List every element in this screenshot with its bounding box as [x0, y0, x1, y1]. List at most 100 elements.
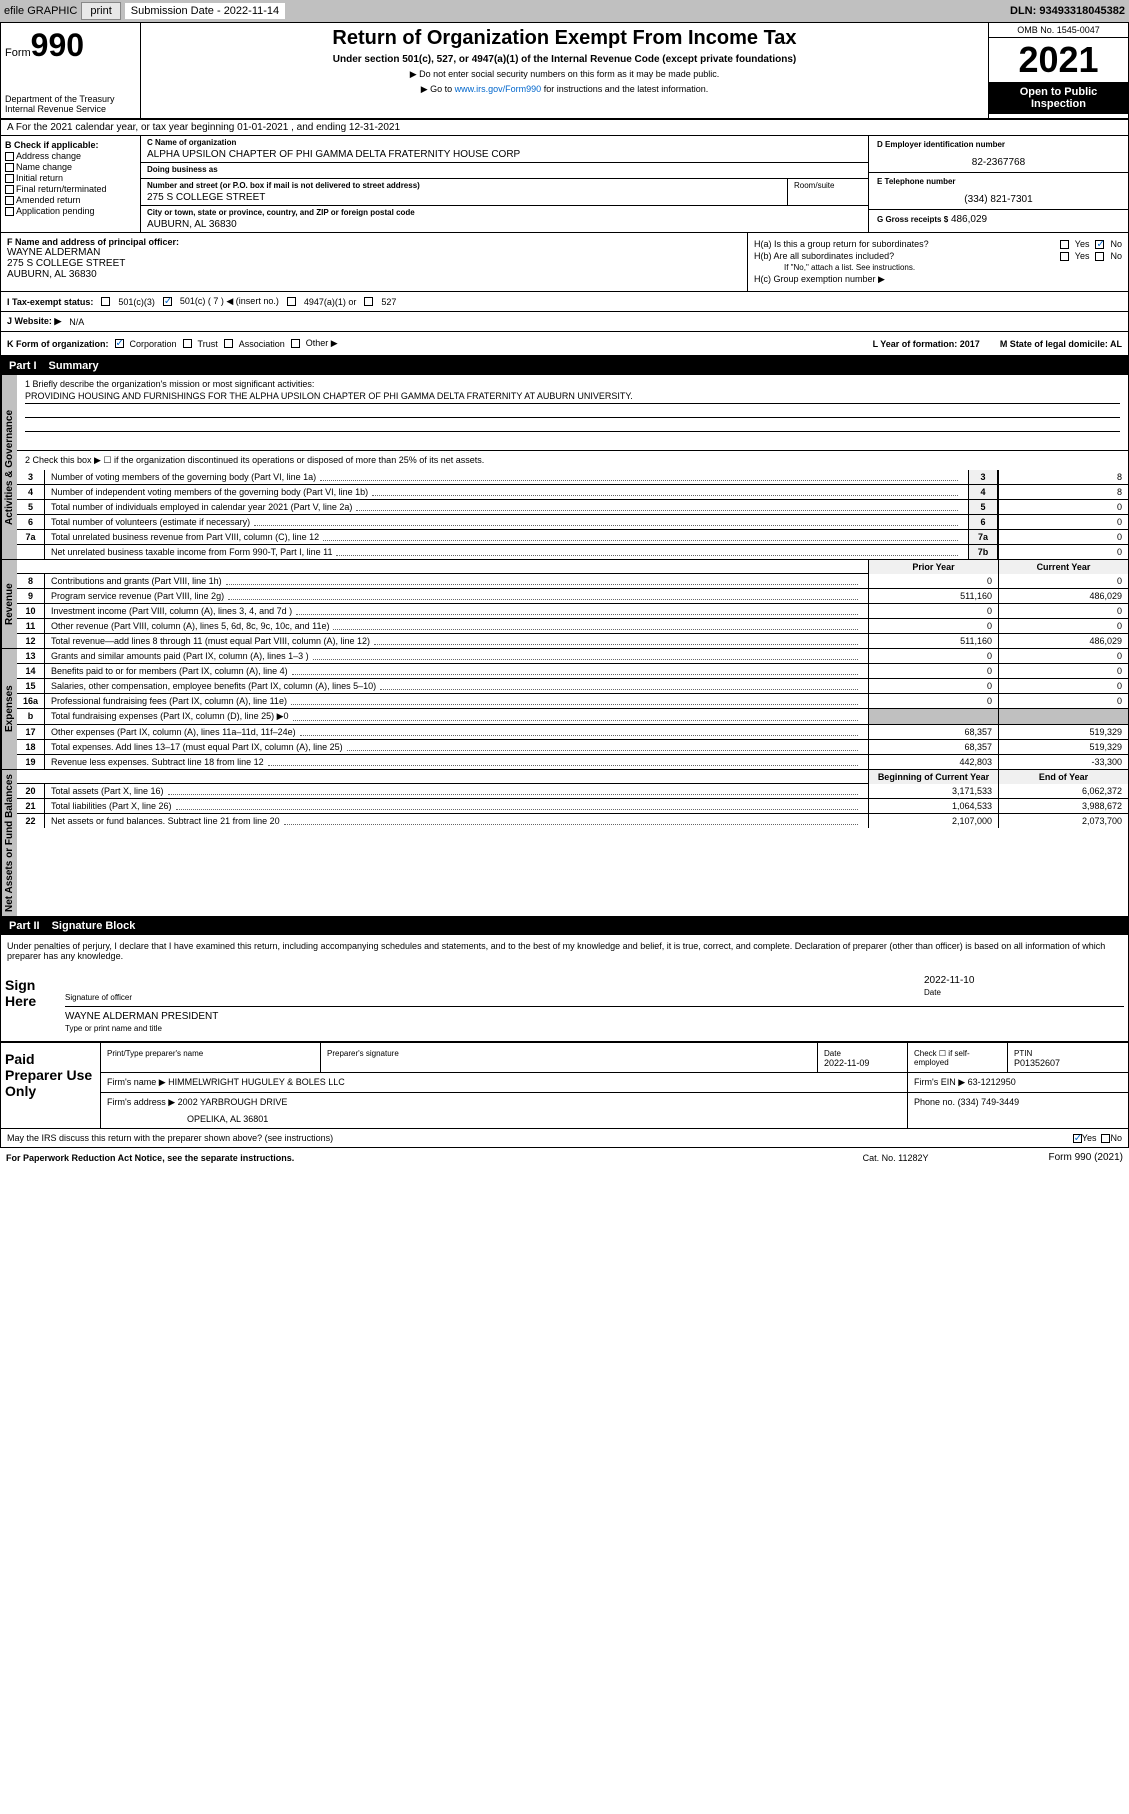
table-row: 6 Total number of volunteers (estimate i…: [17, 515, 1128, 530]
city-label: City or town, state or province, country…: [147, 208, 862, 217]
form-subtitle: Under section 501(c), 527, or 4947(a)(1)…: [149, 54, 980, 65]
print-button[interactable]: print: [81, 2, 120, 20]
section-b-c-d: B Check if applicable: Address change Na…: [1, 136, 1128, 233]
officer-label: F Name and address of principal officer:: [7, 237, 741, 247]
discuss-no[interactable]: [1101, 1134, 1110, 1143]
footer-mid: Cat. No. 11282Y: [863, 1153, 929, 1163]
page-footer: For Paperwork Reduction Act Notice, see …: [0, 1148, 1129, 1167]
officer-caption: Type or print name and title: [65, 1024, 1124, 1033]
chk-app-pending[interactable]: [5, 207, 14, 216]
col-prior: Prior Year: [868, 560, 998, 574]
chk-corp[interactable]: [115, 339, 124, 348]
chk-501c3[interactable]: [101, 297, 110, 306]
sign-here-label: Sign Here: [1, 967, 61, 1041]
table-row: 18 Total expenses. Add lines 13–17 (must…: [17, 740, 1128, 755]
omb-label: OMB No. 1545-0047: [989, 23, 1128, 38]
section-b: B Check if applicable: Address change Na…: [1, 136, 141, 232]
side-label-revenue: Revenue: [1, 560, 17, 648]
revenue-section: Revenue Prior Year Current Year 8 Contri…: [1, 560, 1128, 649]
line2: 2 Check this box ▶ ☐ if the organization…: [17, 451, 1128, 470]
i-label: I Tax-exempt status:: [7, 297, 93, 307]
chk-amended[interactable]: [5, 196, 14, 205]
part1-num: Part I: [9, 360, 37, 372]
phone-label: E Telephone number: [877, 177, 1120, 186]
form-note-2: ▶ Go to www.irs.gov/Form990 for instruct…: [149, 84, 980, 95]
ha-label: H(a) Is this a group return for subordin…: [754, 239, 929, 249]
table-row: 21 Total liabilities (Part X, line 26) 1…: [17, 799, 1128, 814]
form-header: Form990 Department of the Treasury Inter…: [1, 23, 1128, 120]
chk-501c[interactable]: [163, 297, 172, 306]
table-row: 16a Professional fundraising fees (Part …: [17, 694, 1128, 709]
table-row: 7a Total unrelated business revenue from…: [17, 530, 1128, 545]
form-prefix: Form: [5, 47, 31, 59]
tax-year: 2021: [989, 38, 1128, 82]
side-label-activities: Activities & Governance: [1, 375, 17, 559]
j-label: J Website: ▶: [7, 316, 61, 327]
period-row: A For the 2021 calendar year, or tax yea…: [1, 120, 1128, 136]
hb-label: H(b) Are all subordinates included?: [754, 251, 894, 261]
officer-street: 275 S COLLEGE STREET: [7, 258, 741, 269]
hb-no[interactable]: [1095, 252, 1104, 261]
section-b-label: B Check if applicable:: [5, 140, 136, 150]
firm-name: HIMMELWRIGHT HUGULEY & BOLES LLC: [168, 1077, 345, 1087]
part2-title: Signature Block: [52, 920, 136, 932]
ha-no[interactable]: [1095, 240, 1104, 249]
form-container: Form990 Department of the Treasury Inter…: [0, 22, 1129, 1148]
street-value: 275 S COLLEGE STREET: [147, 192, 781, 203]
part2-num: Part II: [9, 920, 40, 932]
part2-header: Part II Signature Block: [1, 917, 1128, 935]
col-end: End of Year: [998, 770, 1128, 784]
chk-trust[interactable]: [183, 339, 192, 348]
org-name-label: C Name of organization: [147, 138, 862, 147]
officer-name-title: WAYNE ALDERMAN PRESIDENT: [65, 1011, 1124, 1022]
officer-name: WAYNE ALDERMAN: [7, 247, 741, 258]
section-f-h: F Name and address of principal officer:…: [1, 233, 1128, 292]
street-label: Number and street (or P.O. box if mail i…: [147, 181, 781, 190]
topbar: efile GRAPHIC print Submission Date - 20…: [0, 0, 1129, 22]
table-row: 17 Other expenses (Part IX, column (A), …: [17, 725, 1128, 740]
org-name: ALPHA UPSILON CHAPTER OF PHI GAMMA DELTA…: [147, 149, 862, 160]
chk-4947[interactable]: [287, 297, 296, 306]
sig-officer-caption: Signature of officer: [65, 993, 924, 1002]
room-suite-label: Room/suite: [788, 179, 868, 206]
chk-name-change[interactable]: [5, 163, 14, 172]
gross-value: 486,029: [951, 214, 987, 225]
sign-here-block: Sign Here Signature of officer 2022-11-1…: [1, 967, 1128, 1042]
chk-final[interactable]: [5, 185, 14, 194]
chk-527[interactable]: [364, 297, 373, 306]
form-number-block: Form990: [5, 27, 136, 64]
side-label-netassets: Net Assets or Fund Balances: [1, 770, 17, 916]
firm-ein: 63-1212950: [968, 1077, 1016, 1087]
form-number: 990: [31, 27, 84, 63]
revenue-header: Prior Year Current Year: [17, 560, 1128, 574]
chk-initial[interactable]: [5, 174, 14, 183]
paid-preparer-block: Paid Preparer Use Only Print/Type prepar…: [1, 1042, 1128, 1129]
table-row: b Total fundraising expenses (Part IX, c…: [17, 709, 1128, 725]
line1-label: 1 Briefly describe the organization's mi…: [25, 379, 1120, 389]
k-label: K Form of organization:: [7, 339, 109, 349]
table-row: 12 Total revenue—add lines 8 through 11 …: [17, 634, 1128, 648]
netassets-section: Net Assets or Fund Balances Beginning of…: [1, 770, 1128, 917]
sig-date: 2022-11-10: [924, 975, 1124, 986]
footer-left: For Paperwork Reduction Act Notice, see …: [6, 1153, 863, 1163]
discuss-row: May the IRS discuss this return with the…: [1, 1129, 1128, 1147]
irs-link[interactable]: www.irs.gov/Form990: [455, 84, 542, 94]
chk-assoc[interactable]: [224, 339, 233, 348]
city-value: AUBURN, AL 36830: [147, 219, 862, 230]
netassets-header: Beginning of Current Year End of Year: [17, 770, 1128, 784]
section-j: J Website: ▶ N/A: [1, 312, 1128, 332]
table-row: 10 Investment income (Part VIII, column …: [17, 604, 1128, 619]
hc-label: H(c) Group exemption number ▶: [754, 274, 885, 285]
discuss-yes[interactable]: [1073, 1134, 1082, 1143]
ha-yes[interactable]: [1060, 240, 1069, 249]
open-public-label: Open to Public Inspection: [989, 82, 1128, 114]
section-c: C Name of organization ALPHA UPSILON CHA…: [141, 136, 868, 232]
chk-other[interactable]: [291, 339, 300, 348]
hb-yes[interactable]: [1060, 252, 1069, 261]
form-note-1: ▶ Do not enter social security numbers o…: [149, 69, 980, 80]
date-caption: Date: [924, 988, 1124, 997]
ein-label: D Employer identification number: [877, 140, 1120, 149]
section-i: I Tax-exempt status: 501(c)(3) 501(c) ( …: [1, 292, 1128, 312]
table-row: Net unrelated business taxable income fr…: [17, 545, 1128, 559]
chk-addr-change[interactable]: [5, 152, 14, 161]
